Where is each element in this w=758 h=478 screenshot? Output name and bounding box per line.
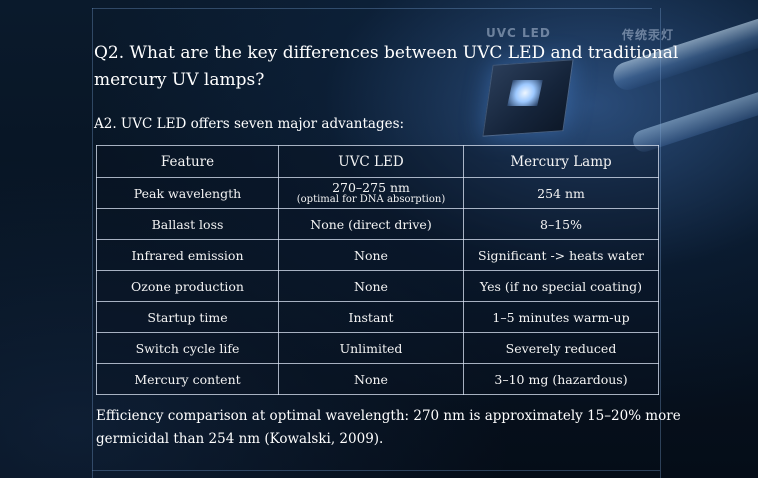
table-row: Ballast loss None (direct drive) 8–15% bbox=[96, 208, 659, 240]
bg-mercury-label: 传统汞灯 bbox=[622, 28, 675, 42]
mercury-cell: Significant -> heats water bbox=[463, 239, 659, 271]
header-feature: Feature bbox=[96, 145, 279, 178]
feature-cell: Ballast loss bbox=[96, 208, 279, 240]
led-cell: None (direct drive) bbox=[278, 208, 464, 240]
frame-left-line bbox=[92, 8, 93, 478]
table-row: Startup time Instant 1–5 minutes warm-up bbox=[96, 301, 659, 333]
led-cell: Instant bbox=[278, 301, 464, 333]
frame-right-line bbox=[660, 8, 661, 478]
feature-cell: Infrared emission bbox=[96, 239, 279, 271]
led-wavelength-note: (optimal for DNA absorption) bbox=[296, 194, 446, 205]
question-heading: Q2. What are the key differences between… bbox=[94, 43, 679, 90]
feature-cell: Switch cycle life bbox=[96, 332, 279, 364]
led-cell: Unlimited bbox=[278, 332, 464, 364]
mercury-cell: 1–5 minutes warm-up bbox=[463, 301, 659, 333]
mercury-cell: 3–10 mg (hazardous) bbox=[463, 363, 659, 395]
table-row: Switch cycle life Unlimited Severely red… bbox=[96, 332, 659, 364]
table-row: Ozone production None Yes (if no special… bbox=[96, 270, 659, 302]
led-wavelength-value: 270–275 nm bbox=[332, 180, 410, 195]
feature-cell: Mercury content bbox=[96, 363, 279, 395]
comparison-table: Feature UVC LED Mercury Lamp Peak wavele… bbox=[96, 145, 659, 395]
frame-bottom-line bbox=[92, 470, 660, 471]
answer-intro: A2. UVC LED offers seven major advantage… bbox=[94, 116, 405, 132]
feature-cell: Ozone production bbox=[96, 270, 279, 302]
table-row: Mercury content None 3–10 mg (hazardous) bbox=[96, 363, 659, 395]
header-mercury-lamp: Mercury Lamp bbox=[463, 145, 659, 178]
led-cell: 270–275 nm (optimal for DNA absorption) bbox=[278, 177, 464, 209]
led-cell: None bbox=[278, 239, 464, 271]
header-uvc-led: UVC LED bbox=[278, 145, 464, 178]
table-row: Infrared emission None Significant -> he… bbox=[96, 239, 659, 271]
feature-cell: Startup time bbox=[96, 301, 279, 333]
table-row: Peak wavelength 270–275 nm (optimal for … bbox=[96, 177, 659, 209]
efficiency-footnote: Efficiency comparison at optimal wavelen… bbox=[96, 408, 681, 447]
mercury-cell: Severely reduced bbox=[463, 332, 659, 364]
led-cell: None bbox=[278, 270, 464, 302]
led-cell: None bbox=[278, 363, 464, 395]
mercury-cell: 8–15% bbox=[463, 208, 659, 240]
frame-top-line bbox=[92, 8, 652, 9]
bg-led-label: UVC LED bbox=[486, 26, 551, 40]
mercury-cell: Yes (if no special coating) bbox=[463, 270, 659, 302]
feature-cell: Peak wavelength bbox=[96, 177, 279, 209]
mercury-cell: 254 nm bbox=[463, 177, 659, 209]
table-header-row: Feature UVC LED Mercury Lamp bbox=[96, 145, 659, 178]
